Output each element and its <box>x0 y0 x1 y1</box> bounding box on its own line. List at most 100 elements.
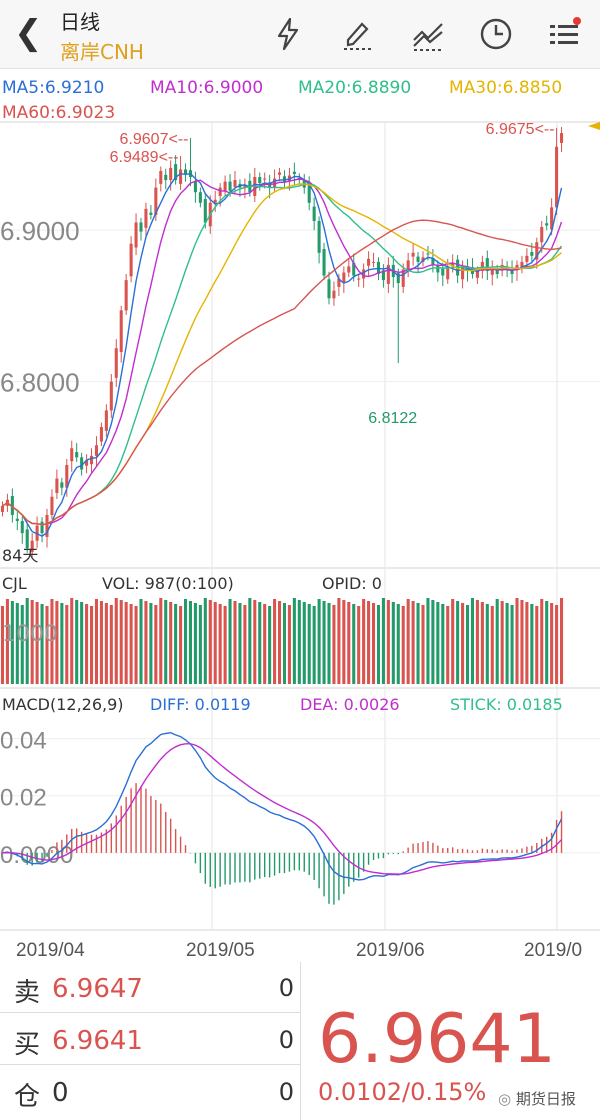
candle-body <box>396 273 400 284</box>
draw-pen-icon[interactable] <box>340 16 376 52</box>
ma60-legend: MA60:6.9023 <box>2 103 116 123</box>
volume-bar <box>223 606 227 684</box>
candle-body <box>550 207 554 230</box>
candle-body <box>114 348 118 378</box>
candle-body <box>530 252 534 256</box>
volume-bar <box>352 604 356 684</box>
price-change: 0.0102/0.15% <box>318 1078 487 1106</box>
volume-bar <box>5 599 9 684</box>
volume-bar <box>104 603 108 684</box>
volume-bar <box>357 606 361 684</box>
volume-bar <box>268 606 272 684</box>
volume-bar <box>124 602 128 684</box>
position-value: 0 <box>52 1078 69 1108</box>
volume-bar <box>174 604 178 684</box>
candle-body <box>322 249 326 276</box>
candle-body <box>540 227 544 243</box>
clock-icon[interactable] <box>478 16 514 52</box>
volume-bar <box>431 600 435 684</box>
kline-chart[interactable]: 6.9000 6.8000 6.9489<--6.9607<-- 6.9675<-- 6… <box>0 0 600 962</box>
volume-bar <box>233 601 237 684</box>
volume-bar <box>183 599 188 684</box>
candle-body <box>545 223 549 226</box>
candle-body <box>218 187 222 196</box>
volume-bar <box>243 605 247 684</box>
x-axis-label-3: 2019/0 <box>524 940 582 961</box>
last-price: 6.9641 <box>318 1000 556 1079</box>
top-header: ❮ 日线 离岸CNH <box>0 0 600 69</box>
candle-body <box>371 261 376 263</box>
volume-bar <box>461 603 465 684</box>
volume-bar <box>149 603 153 684</box>
back-chevron-icon[interactable]: ❮ <box>14 13 43 53</box>
candle-body <box>193 180 197 193</box>
volume-bar <box>208 600 212 684</box>
candle-body <box>406 260 410 270</box>
volume-bar <box>446 606 450 684</box>
candle-body <box>15 518 19 522</box>
position-qty: 0 <box>278 1078 294 1106</box>
candle-body <box>431 258 435 265</box>
quote-panel: 卖 6.9647 0 买 6.9641 0 仓 0 0 <box>0 962 600 1120</box>
volume-bar <box>559 598 564 684</box>
candle-body <box>85 460 89 466</box>
volume-bar <box>25 598 29 684</box>
candle-body <box>446 266 450 280</box>
macd-diff: DIFF: 0.0119 <box>150 695 251 714</box>
volume-tick-label: 1000 <box>2 622 58 647</box>
sell-row: 卖 6.9647 0 <box>0 962 300 1013</box>
candle-body <box>94 445 99 456</box>
volume-bar <box>15 603 19 684</box>
volume-bar <box>322 601 326 684</box>
volume-bar <box>164 600 168 684</box>
candle-body <box>89 455 94 465</box>
candle-body <box>357 278 361 280</box>
volume-bar <box>203 598 207 684</box>
x-axis-label-0: 2019/04 <box>16 940 85 961</box>
volume-bar <box>376 605 381 684</box>
volume-bar <box>545 601 549 684</box>
volume-bar <box>307 604 311 684</box>
candle-body <box>510 269 514 275</box>
volume-bar <box>342 600 346 684</box>
volume-bar <box>451 599 455 684</box>
volume-bar <box>30 600 34 684</box>
candle-body <box>381 270 385 281</box>
volume-bar <box>362 599 366 684</box>
ma10-legend: MA10:6.9000 <box>150 78 264 98</box>
menu-list-icon[interactable] <box>546 16 582 52</box>
macd-stick: STICK: 0.0185 <box>450 695 563 714</box>
price-annotation-2: 6.9675<-- <box>486 121 555 138</box>
indicator-lines-icon[interactable] <box>410 16 446 52</box>
candle-body <box>228 181 232 191</box>
volume-bar <box>525 602 529 684</box>
volume-bar <box>490 606 494 684</box>
candle-body <box>411 252 415 257</box>
volume-bar <box>500 601 504 684</box>
volume-bar <box>540 599 544 684</box>
price-annotation-3: 6.8122 <box>368 410 417 427</box>
volume-bar <box>510 605 514 684</box>
volume-bar <box>35 602 39 684</box>
page-title: 日线 <box>60 10 100 34</box>
candle-body <box>263 178 267 180</box>
candle-body <box>213 199 217 203</box>
candle-body <box>75 452 79 458</box>
volume-bar <box>188 601 193 684</box>
volume-bar <box>347 602 351 684</box>
candle-body <box>139 222 143 232</box>
candle-body <box>386 264 390 284</box>
candle-body <box>203 199 207 223</box>
candle-body <box>317 220 321 253</box>
volume-title: CJL <box>2 574 27 593</box>
lightning-icon[interactable] <box>270 16 306 52</box>
volume-bar <box>89 606 94 684</box>
candle-body <box>198 192 202 203</box>
candle-body <box>352 262 356 276</box>
candle-body <box>480 261 484 271</box>
volume-bar <box>45 606 49 684</box>
candle-body <box>20 521 24 534</box>
ma20-legend: MA20:6.8890 <box>298 78 412 98</box>
volume-bar <box>337 598 341 684</box>
volume-bar <box>520 600 524 684</box>
